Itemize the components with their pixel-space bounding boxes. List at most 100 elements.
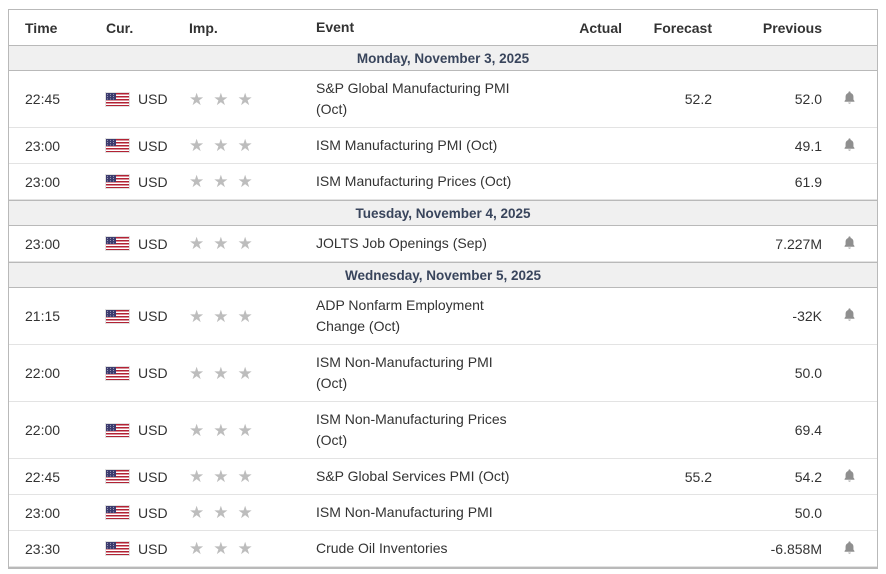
importance-stars: ★ ★ ★ [181, 365, 300, 382]
event-time: 23:00 [25, 137, 61, 154]
event-row[interactable]: 23:00 USD ★ ★ ★ JOLTS Job Openings (Sep) 7… [9, 226, 877, 262]
currency-label: USD [138, 422, 168, 438]
currency-cell: USD [96, 91, 181, 107]
event-time: 22:45 [25, 468, 61, 485]
currency-cell: USD [96, 541, 181, 557]
star-icon: ★ [213, 136, 229, 155]
forecast-value: 52.2 [684, 91, 712, 107]
us-flag-icon [106, 423, 129, 437]
header-currency: Cur. [106, 19, 134, 36]
event-name-link[interactable]: ISM Manufacturing PMI (Oct) [316, 137, 498, 153]
importance-stars: ★ ★ ★ [181, 235, 300, 252]
event-row[interactable]: 22:00 USD ★ ★ ★ ISM Non-Manufacturing PMI … [9, 345, 877, 402]
bell-icon[interactable] [842, 540, 857, 555]
star-icon: ★ [237, 503, 253, 522]
event-name-link[interactable]: ADP Nonfarm Employment Change (Oct) [316, 297, 484, 334]
flag-canton [106, 175, 116, 182]
star-icon: ★ [237, 539, 253, 558]
importance-stars: ★ ★ ★ [181, 91, 300, 108]
importance-stars: ★ ★ ★ [181, 308, 300, 325]
star-icon: ★ [213, 306, 229, 326]
calendar-header-row: Time Cur. Imp. Event Actual Forecast Pre… [9, 10, 877, 45]
bell-icon[interactable] [842, 137, 857, 152]
previous-value: -6.858M [770, 540, 822, 557]
star-icon: ★ [213, 420, 229, 440]
star-icon: ★ [189, 420, 205, 440]
event-row[interactable]: 23:00 USD ★ ★ ★ ISM Non-Manufacturing PMI … [9, 495, 877, 531]
event-name-link[interactable]: Crude Oil Inventories [316, 540, 448, 556]
alert-cell [822, 504, 877, 522]
star-icon: ★ [237, 89, 253, 109]
event-cell: ISM Non-Manufacturing PMI (Oct) [300, 345, 530, 401]
us-flag-icon [106, 237, 129, 250]
flag-canton [106, 366, 116, 374]
currency-label: USD [138, 308, 168, 324]
currency-label: USD [138, 468, 168, 485]
event-name-link[interactable]: JOLTS Job Openings (Sep) [316, 235, 487, 251]
importance-stars: ★ ★ ★ [181, 540, 300, 557]
header-importance: Imp. [189, 19, 218, 36]
us-flag-icon [106, 309, 129, 323]
alert-cell [822, 235, 877, 253]
event-cell: ISM Manufacturing PMI (Oct) [300, 128, 530, 163]
header-previous: Previous [762, 19, 822, 36]
bell-icon[interactable] [842, 307, 857, 322]
economic-calendar-table: Time Cur. Imp. Event Actual Forecast Pre… [8, 9, 878, 569]
alert-cell [822, 137, 877, 155]
event-time: 23:00 [25, 235, 61, 252]
bell-icon[interactable] [842, 235, 857, 250]
star-icon: ★ [237, 363, 253, 383]
header-forecast: Forecast [653, 19, 712, 36]
header-actual: Actual [579, 19, 622, 36]
importance-stars: ★ ★ ★ [181, 137, 300, 154]
flag-canton [106, 542, 116, 549]
currency-cell: USD [96, 138, 181, 154]
event-time: 21:15 [25, 308, 61, 324]
event-name-link[interactable]: S&P Global Manufacturing PMI (Oct) [316, 80, 510, 117]
event-row[interactable]: 23:30 USD ★ ★ ★ Crude Oil Inventories -6.8… [9, 531, 877, 567]
alert-cell [822, 364, 877, 382]
event-row[interactable]: 22:45 USD ★ ★ ★ S&P Global Services PMI (O… [9, 459, 877, 495]
date-separator-row: Tuesday, November 4, 2025 [9, 200, 877, 226]
alert-cell [822, 90, 877, 108]
event-name-link[interactable]: ISM Non-Manufacturing PMI (Oct) [316, 354, 493, 391]
us-flag-icon [106, 470, 129, 483]
flag-canton [106, 309, 116, 317]
previous-value: 49.1 [794, 137, 822, 154]
flag-canton [106, 92, 116, 100]
star-icon: ★ [189, 539, 205, 558]
importance-stars: ★ ★ ★ [181, 422, 300, 439]
previous-value: 50.0 [794, 504, 822, 521]
header-event: Event [316, 19, 355, 35]
previous-value: 52.0 [794, 91, 822, 107]
importance-stars: ★ ★ ★ [181, 468, 300, 485]
event-row[interactable]: 23:00 USD ★ ★ ★ ISM Manufacturing Prices (… [9, 164, 877, 200]
event-cell: ISM Manufacturing Prices (Oct) [300, 164, 530, 199]
event-name-link[interactable]: ISM Manufacturing Prices (Oct) [316, 173, 512, 189]
currency-label: USD [138, 91, 168, 107]
event-name-link[interactable]: ISM Non-Manufacturing PMI [316, 504, 493, 520]
event-cell: S&P Global Services PMI (Oct) [300, 459, 530, 494]
previous-value: -32K [792, 308, 822, 324]
star-icon: ★ [237, 172, 253, 191]
us-flag-icon [106, 366, 129, 380]
currency-label: USD [138, 504, 168, 521]
event-name-link[interactable]: S&P Global Services PMI (Oct) [316, 468, 510, 484]
event-row[interactable]: 23:00 USD ★ ★ ★ ISM Manufacturing PMI (Oct… [9, 128, 877, 164]
bell-icon[interactable] [842, 90, 857, 105]
event-time: 23:30 [25, 540, 61, 557]
forecast-value: 55.2 [684, 468, 712, 485]
event-name-link[interactable]: ISM Non-Manufacturing Prices (Oct) [316, 411, 507, 448]
event-row[interactable]: 22:00 USD ★ ★ ★ ISM Non-Manufacturing Pric… [9, 402, 877, 459]
currency-cell: USD [96, 422, 181, 438]
importance-stars: ★ ★ ★ [181, 173, 300, 190]
event-time: 22:00 [25, 422, 61, 438]
bell-icon[interactable] [842, 468, 857, 483]
event-row[interactable]: 21:15 USD ★ ★ ★ ADP Nonfarm Employment Cha… [9, 288, 877, 345]
star-icon: ★ [189, 503, 205, 522]
star-icon: ★ [189, 306, 205, 326]
currency-label: USD [138, 173, 168, 190]
star-icon: ★ [237, 136, 253, 155]
date-label: Tuesday, November 4, 2025 [355, 205, 531, 221]
event-row[interactable]: 22:45 USD ★ ★ ★ S&P Global Manufacturing P… [9, 71, 877, 128]
